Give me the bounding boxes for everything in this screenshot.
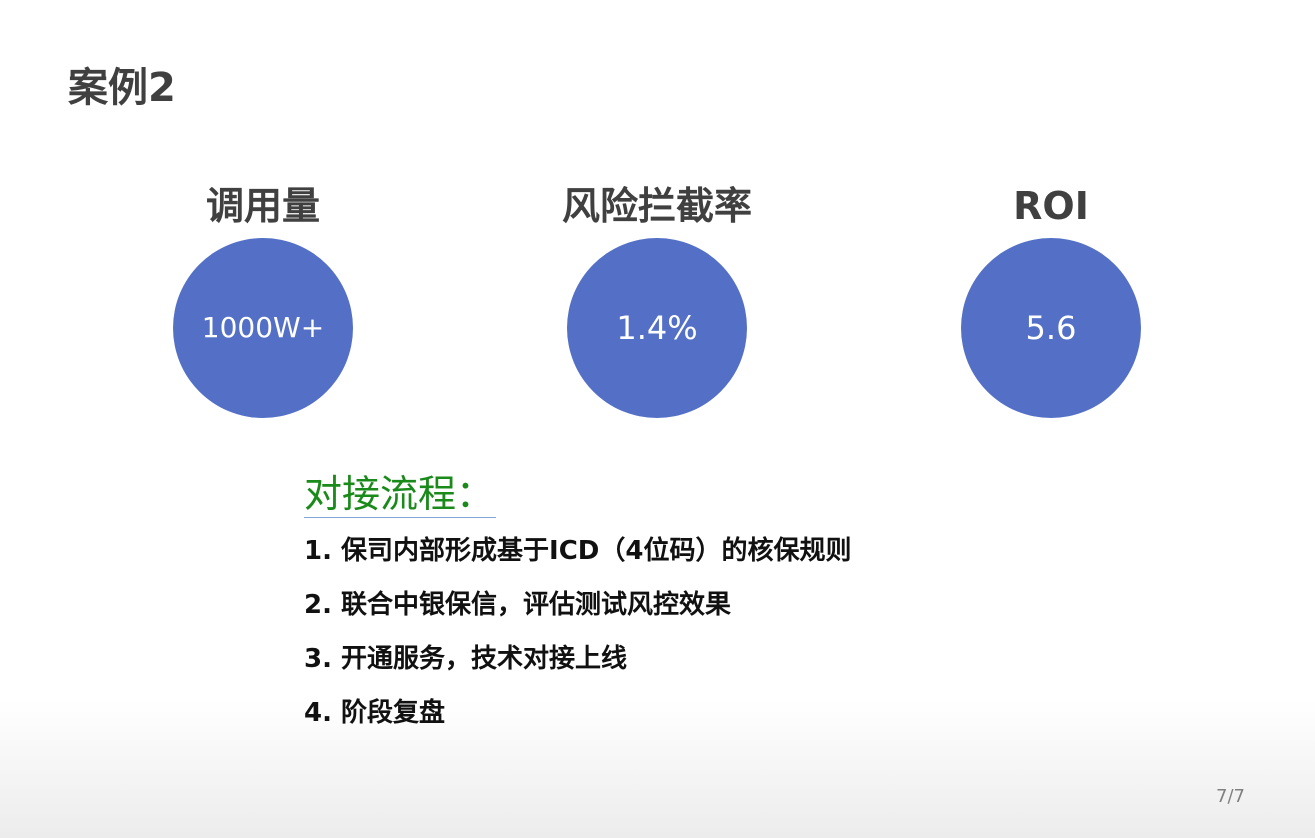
process-step: 1. 保司内部形成基于ICD（4位码）的核保规则 bbox=[304, 536, 852, 566]
slide-title: 案例2 bbox=[68, 65, 176, 111]
metric-roi: ROI 5.6 bbox=[901, 180, 1201, 418]
metric-risk-interception-rate: 风险拦截率 1.4% bbox=[507, 180, 807, 418]
process-heading: 对接流程： bbox=[304, 472, 495, 516]
metric-label: 调用量 bbox=[205, 184, 320, 228]
metric-value-circle: 1.4% bbox=[567, 238, 747, 418]
page-number: 7/7 bbox=[1216, 786, 1245, 807]
metric-value-circle: 1000W+ bbox=[173, 238, 353, 418]
metric-label: 风险拦截率 bbox=[561, 184, 752, 228]
process-steps-list: 1. 保司内部形成基于ICD（4位码）的核保规则 2. 联合中银保信，评估测试风… bbox=[304, 532, 851, 748]
heading-underline bbox=[304, 517, 496, 518]
metric-label: ROI bbox=[1013, 184, 1089, 228]
process-step: 4. 阶段复盘 bbox=[304, 698, 446, 728]
metric-value-circle: 5.6 bbox=[961, 238, 1141, 418]
process-step: 2. 联合中银保信，评估测试风控效果 bbox=[304, 590, 732, 620]
metric-call-volume: 调用量 1000W+ bbox=[113, 180, 413, 418]
process-step: 3. 开通服务，技术对接上线 bbox=[304, 644, 628, 674]
